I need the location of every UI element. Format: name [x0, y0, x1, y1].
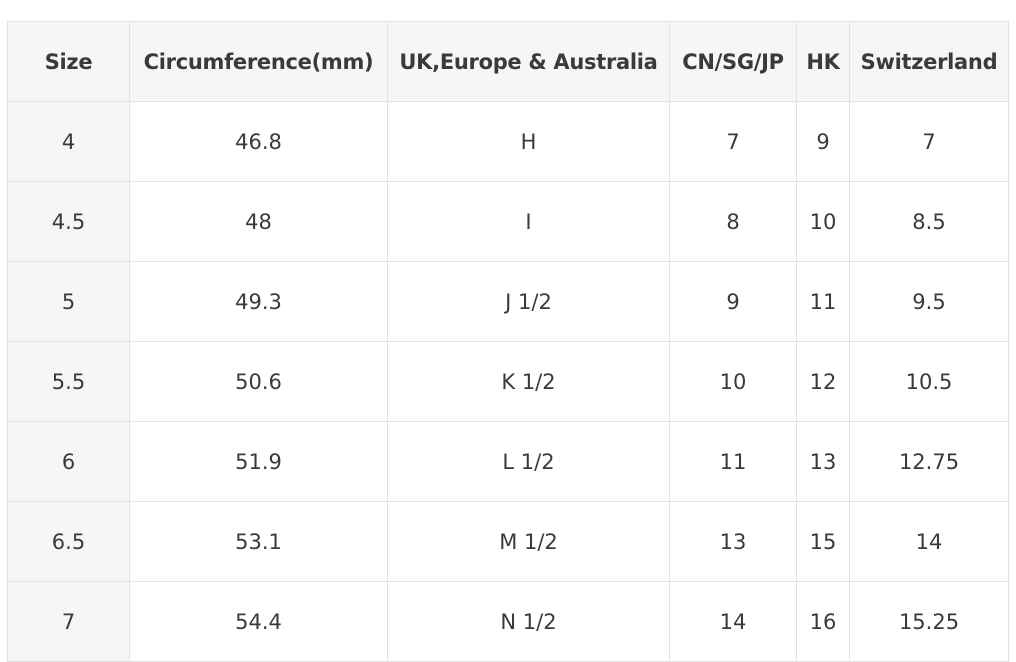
table-cell: 13 [796, 421, 850, 502]
table-cell: 15 [796, 501, 850, 582]
header-cell: Size [7, 21, 130, 102]
table-cell: 48 [129, 181, 388, 262]
table-cell: 11 [796, 261, 850, 342]
table-cell: 46.8 [129, 101, 388, 182]
table-row: 6.5 53.1 M 1/2 13 15 14 [7, 501, 1009, 582]
size-cell: 4.5 [7, 181, 130, 262]
size-table-container: Size Circumference(mm) UK,Europe & Austral… [7, 21, 1009, 662]
size-cell: 4 [7, 101, 130, 182]
header-row: Size Circumference(mm) UK,Europe & Austral… [7, 21, 1009, 102]
table-cell: 9 [669, 261, 797, 342]
table-cell: J 1/2 [387, 261, 670, 342]
header-cell: HK [796, 21, 850, 102]
table-cell: 10 [796, 181, 850, 262]
table-row: 4.5 48 I 8 10 8.5 [7, 181, 1009, 262]
table-cell: 12 [796, 341, 850, 422]
header-cell: Switzerland [849, 21, 1009, 102]
table-row: 5.5 50.6 K 1/2 10 12 10.5 [7, 341, 1009, 422]
table-cell: 54.4 [129, 581, 388, 662]
table-cell: N 1/2 [387, 581, 670, 662]
size-cell: 6 [7, 421, 130, 502]
table-body: 4 46.8 H 7 9 7 4.5 48 I 8 10 8.5 5 49.3 J 1/2 9 11 9.5 5.5… [7, 101, 1009, 662]
table-cell: 9.5 [849, 261, 1009, 342]
size-table: Size Circumference(mm) UK,Europe & Austral… [7, 21, 1009, 662]
table-row: 5 49.3 J 1/2 9 11 9.5 [7, 261, 1009, 342]
table-cell: 10 [669, 341, 797, 422]
header-cell: Circumference(mm) [129, 21, 388, 102]
table-cell: 53.1 [129, 501, 388, 582]
table-cell: 15.25 [849, 581, 1009, 662]
table-cell: H [387, 101, 670, 182]
table-cell: 7 [849, 101, 1009, 182]
size-cell: 7 [7, 581, 130, 662]
table-row: 7 54.4 N 1/2 14 16 15.25 [7, 581, 1009, 662]
size-cell: 5.5 [7, 341, 130, 422]
table-cell: K 1/2 [387, 341, 670, 422]
table-cell: 14 [669, 581, 797, 662]
table-cell: L 1/2 [387, 421, 670, 502]
table-cell: 9 [796, 101, 850, 182]
table-cell: 8 [669, 181, 797, 262]
table-cell: 49.3 [129, 261, 388, 342]
table-cell: 7 [669, 101, 797, 182]
table-cell: 13 [669, 501, 797, 582]
table-cell: 12.75 [849, 421, 1009, 502]
table-cell: 8.5 [849, 181, 1009, 262]
table-cell: 51.9 [129, 421, 388, 502]
table-row: 6 51.9 L 1/2 11 13 12.75 [7, 421, 1009, 502]
size-cell: 6.5 [7, 501, 130, 582]
table-cell: I [387, 181, 670, 262]
size-cell: 5 [7, 261, 130, 342]
header-cell: UK,Europe & Australia [387, 21, 670, 102]
table-cell: 50.6 [129, 341, 388, 422]
header-cell: CN/SG/JP [669, 21, 797, 102]
table-cell: 11 [669, 421, 797, 502]
table-cell: M 1/2 [387, 501, 670, 582]
table-cell: 16 [796, 581, 850, 662]
table-cell: 10.5 [849, 341, 1009, 422]
table-row: 4 46.8 H 7 9 7 [7, 101, 1009, 182]
table-cell: 14 [849, 501, 1009, 582]
